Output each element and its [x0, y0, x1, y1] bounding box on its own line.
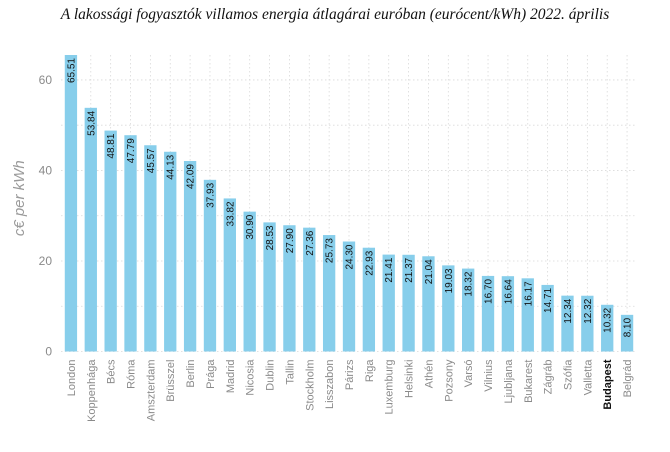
- bar-2: [104, 130, 117, 352]
- bar-3: [124, 135, 137, 352]
- value-label: 16.17: [523, 281, 534, 306]
- value-label: 44.13: [166, 154, 177, 179]
- value-label: 16.64: [503, 279, 514, 304]
- value-label: 21.37: [404, 257, 415, 282]
- x-tick-label: London: [66, 360, 78, 397]
- bar-24: [541, 284, 554, 352]
- x-tick-label: Prága: [205, 359, 217, 389]
- bar-20: [462, 268, 475, 352]
- x-tick-label: Zágráb: [543, 360, 555, 395]
- y-tick-label: 20: [39, 254, 53, 268]
- x-tick-label: Róma: [126, 359, 138, 389]
- x-tick-label: Tallin: [284, 360, 296, 385]
- bar-12: [303, 227, 316, 352]
- bar-6: [183, 160, 197, 352]
- x-tick-label: Bukarest: [523, 360, 535, 403]
- x-tick-label: Ljubljana: [503, 359, 515, 404]
- x-tick-label: Helsinki: [404, 360, 416, 399]
- value-label: 45.57: [146, 148, 157, 173]
- y-tick-label: 60: [39, 73, 53, 87]
- bar-14: [342, 241, 356, 352]
- x-tick-label: Nicosia: [245, 359, 257, 396]
- x-tick-label: Riga: [364, 359, 376, 383]
- value-label: 25.73: [325, 238, 336, 263]
- value-label: 30.90: [245, 214, 256, 239]
- bar-23: [521, 278, 534, 352]
- bar-7: [203, 179, 217, 352]
- bar-9: [243, 211, 256, 352]
- bar-26: [581, 295, 594, 352]
- value-label: 24.30: [345, 244, 356, 269]
- value-label: 22.93: [364, 250, 375, 275]
- bar-8: [223, 198, 236, 352]
- bar-28: [620, 314, 634, 352]
- x-tick-label: Vilnius: [483, 359, 495, 392]
- x-tick-label: Koppenhága: [86, 359, 98, 422]
- bar-15: [362, 247, 376, 352]
- bar-22: [501, 276, 515, 352]
- x-tick-label: Dublin: [265, 360, 277, 391]
- x-tick-label: Párizs: [344, 359, 356, 390]
- value-label: 10.32: [603, 307, 614, 332]
- bar-16: [382, 254, 395, 352]
- x-tick-label: Bécs: [106, 359, 118, 384]
- bar-13: [322, 235, 336, 352]
- value-label: 65.51: [66, 58, 77, 83]
- x-tick-label: Amszterdam: [145, 360, 157, 422]
- value-label: 27.90: [285, 228, 296, 253]
- x-tick-label: Brüsszel: [165, 360, 177, 402]
- bar-1: [84, 107, 97, 352]
- value-label: 12.34: [563, 298, 574, 323]
- value-label: 37.93: [205, 182, 216, 207]
- value-label: 47.79: [126, 138, 137, 163]
- value-label: 33.82: [225, 201, 236, 226]
- value-label: 28.53: [265, 225, 276, 250]
- y-tick-label: 40: [39, 163, 53, 177]
- x-tick-label: Berlin: [185, 360, 197, 388]
- value-label: 12.32: [583, 298, 594, 323]
- value-label: 16.70: [484, 278, 495, 303]
- value-label: 21.04: [424, 259, 435, 284]
- x-tick-label: Szófia: [562, 359, 574, 390]
- value-label: 19.03: [444, 268, 455, 293]
- bar-18: [422, 256, 435, 352]
- x-tick-label: Belgrád: [622, 360, 634, 398]
- value-label: 48.81: [106, 133, 117, 158]
- x-tick-label: Madrid: [225, 360, 237, 394]
- value-label: 14.71: [543, 287, 554, 312]
- chart-title: A lakossági fogyasztók villamos energia …: [60, 6, 610, 23]
- bar-21: [481, 275, 495, 352]
- y-axis-label: c€ per kWh: [11, 160, 28, 236]
- x-tick-label: Stockholm: [304, 360, 316, 411]
- value-label: 18.32: [464, 271, 475, 296]
- bar-25: [561, 295, 574, 352]
- x-tick-label: Pozsony: [443, 359, 455, 402]
- value-label: 53.84: [86, 110, 97, 135]
- y-tick-label: 0: [45, 345, 52, 359]
- bar-11: [283, 225, 296, 352]
- x-tick-label: Luxemburg: [384, 360, 396, 415]
- value-label: 21.41: [384, 257, 395, 282]
- x-tick-label: Budapest: [602, 359, 614, 409]
- x-tick-label: Athén: [423, 360, 435, 389]
- bar-17: [402, 254, 415, 352]
- bar-27: [601, 304, 614, 352]
- bar-10: [263, 222, 276, 352]
- bar-19: [442, 265, 455, 352]
- value-label: 8.10: [623, 317, 634, 337]
- bar-0: [64, 55, 78, 352]
- x-tick-label: Valletta: [582, 359, 594, 396]
- x-tick-label: Lisszabon: [324, 360, 336, 410]
- value-label: 27.36: [305, 230, 316, 255]
- value-label: 42.09: [186, 164, 197, 189]
- bar-4: [144, 145, 157, 352]
- x-tick-label: Varsó: [463, 360, 475, 388]
- bar-5: [164, 151, 177, 352]
